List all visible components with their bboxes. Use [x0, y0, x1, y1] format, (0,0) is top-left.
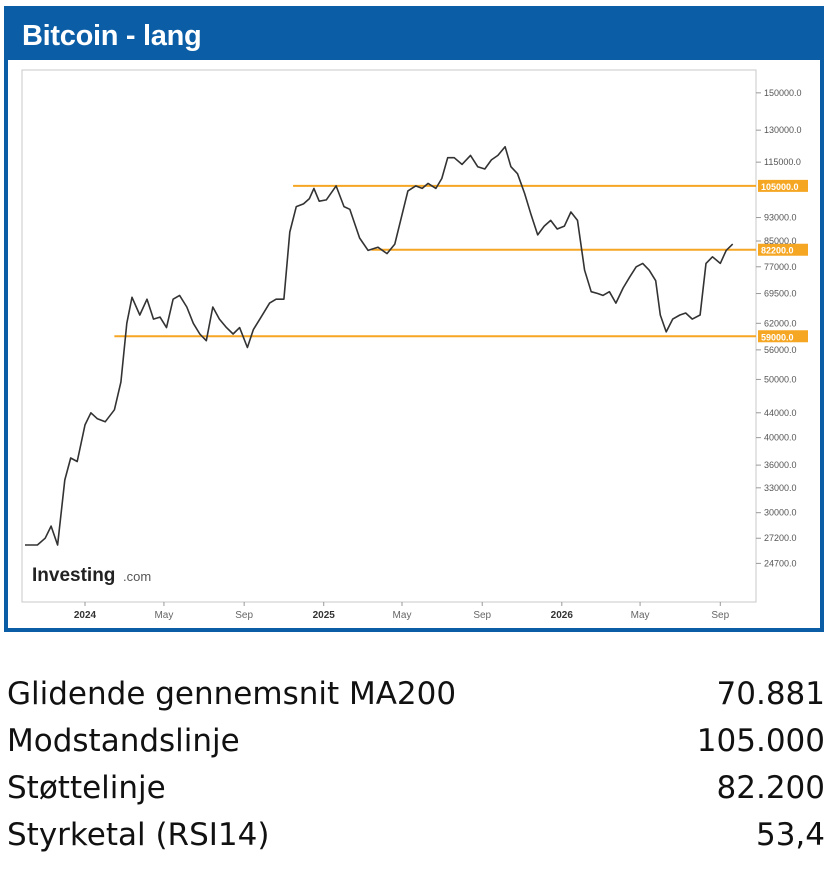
y-tick-label: 40000.0: [764, 433, 797, 443]
y-axis-labels: 150000.0 130000.0 115000.0 93000.0 85000.0 77…: [764, 88, 802, 569]
y-tick-label: 62000.0: [764, 318, 797, 328]
x-tick-label: May: [154, 610, 173, 621]
x-tick-label: May: [631, 610, 650, 621]
stat-value: 70.881: [716, 676, 825, 712]
y-tick-label: 27200.0: [764, 533, 797, 543]
stat-row: Styrketal (RSI14) 53,4: [7, 817, 825, 864]
level-badge: [758, 330, 808, 343]
stat-label: Modstandslinje: [7, 723, 240, 759]
stats-list: Glidende gennemsnit MA200 70.881 Modstands…: [7, 676, 825, 864]
chart-area: 105000.0 82200.0 59000.0 150000.0 130000.0 1…: [14, 62, 814, 628]
axis-ticks: [84, 92, 761, 606]
stat-row: Glidende gennemsnit MA200 70.881: [7, 676, 825, 723]
chart-header: Bitcoin - lang: [8, 10, 820, 60]
stat-label: Glidende gennemsnit MA200: [7, 676, 457, 712]
level-badge: [758, 243, 808, 256]
x-tick-label: May: [393, 610, 412, 621]
x-tick-label: 2026: [551, 610, 574, 621]
y-tick-label: 56000.0: [764, 345, 797, 355]
stat-row: Modstandslinje 105.000: [7, 723, 825, 770]
x-tick-label: 2024: [74, 610, 97, 621]
y-tick-label: 24700.0: [764, 558, 797, 568]
level-badge: [758, 179, 808, 192]
logo-suffix: .com: [123, 569, 151, 584]
stat-value: 53,4: [755, 817, 825, 853]
y-tick-label: 85000.0: [764, 236, 797, 246]
chart-title: Bitcoin - lang: [22, 20, 202, 52]
logo-text: Investing: [32, 565, 115, 586]
level-badge-label: 82200.0: [761, 246, 794, 256]
y-tick-label: 50000.0: [764, 374, 797, 384]
stat-value: 105.000: [696, 723, 825, 759]
level-badge-label: 105000.0: [761, 182, 799, 192]
x-tick-label: Sep: [711, 610, 729, 621]
y-tick-label: 36000.0: [764, 460, 797, 470]
x-tick-label: Sep: [235, 610, 253, 621]
y-tick-label: 30000.0: [764, 508, 797, 518]
y-tick-label: 77000.0: [764, 262, 797, 272]
chart-panel: Bitcoin - lang 105000.0 82200.0 59000.0 15…: [4, 6, 824, 632]
x-tick-label: 2025: [313, 610, 336, 621]
x-axis-labels: 2024 May Sep 2025 May Sep 2026 May Sep: [74, 610, 730, 621]
investing-logo: Investing .com: [32, 565, 151, 586]
price-series-line: [25, 145, 734, 546]
y-tick-label: 44000.0: [764, 408, 797, 418]
level-lines: 105000.0 82200.0 59000.0: [114, 179, 808, 343]
stat-label: Støttelinje: [7, 770, 166, 806]
y-tick-label: 115000.0: [764, 157, 801, 167]
level-badge-label: 59000.0: [761, 332, 794, 342]
x-tick-label: Sep: [473, 610, 491, 621]
y-tick-label: 33000.0: [764, 483, 797, 493]
y-tick-label: 93000.0: [764, 213, 797, 223]
stat-row: Støttelinje 82.200: [7, 770, 825, 817]
stat-label: Styrketal (RSI14): [7, 817, 270, 853]
stat-value: 82.200: [716, 770, 825, 806]
y-tick-label: 69500.0: [764, 289, 797, 299]
y-tick-label: 150000.0: [764, 88, 802, 98]
y-tick-label: 130000.0: [764, 125, 802, 135]
